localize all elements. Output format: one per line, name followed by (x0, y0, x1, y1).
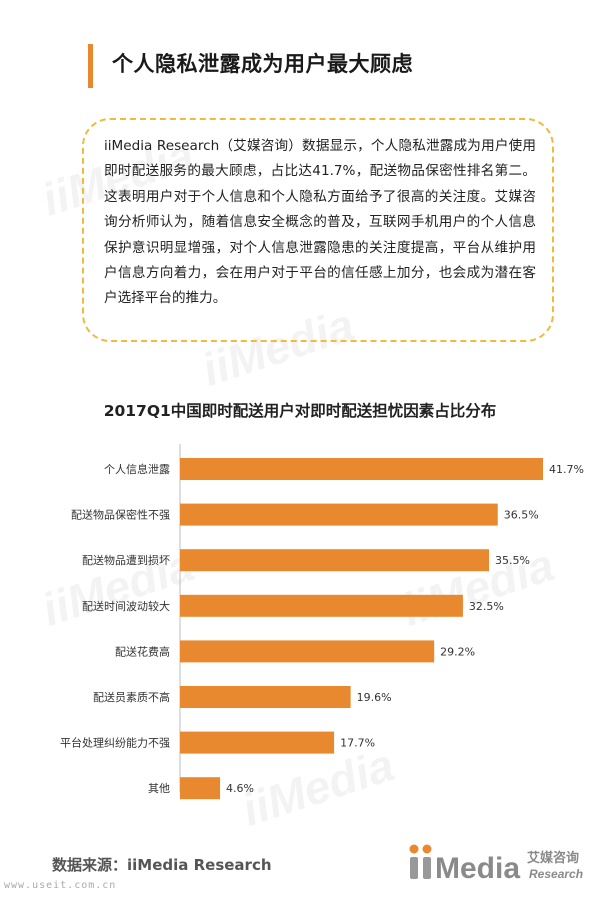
logo-dots-icon (409, 844, 432, 879)
bar (180, 777, 221, 800)
site-url: www.useit.com.cn (4, 880, 117, 891)
value-label: 35.5% (495, 554, 530, 567)
bar (180, 594, 463, 617)
bar (180, 640, 435, 663)
bar (180, 458, 543, 480)
logo-brand-tail: Media (435, 852, 520, 885)
value-label: 29.2% (440, 645, 475, 658)
bar (180, 503, 498, 526)
page-heading: 个人隐私泄露成为用户最大顾虑 (112, 52, 413, 76)
chart-title: 2017Q1中国即时配送用户对即时配送担忧因素占比分布 (103, 402, 497, 420)
category-label: 平台处理纠纷能力不强 (60, 736, 170, 750)
category-label: 配送物品保密性不强 (71, 508, 170, 522)
value-label: 36.5% (504, 509, 539, 522)
value-label: 17.7% (340, 737, 375, 750)
bar (180, 549, 490, 572)
logo-en: Research (529, 867, 583, 881)
value-label: 41.7% (549, 463, 584, 476)
callout-box (82, 118, 554, 342)
bar (180, 686, 351, 708)
category-label: 配送时间波动较大 (82, 599, 170, 613)
category-label: 配送花费高 (115, 644, 170, 658)
logo-cn: 艾媒咨询 (527, 850, 579, 866)
value-label: 4.6% (226, 782, 254, 795)
heading-accent-bar (88, 44, 93, 88)
category-label: 个人信息泄露 (104, 462, 170, 476)
category-label: 其他 (148, 782, 170, 795)
imedia-logo: iiMedia Media 艾媒咨询 Research (409, 844, 583, 885)
category-label: 配送员素质不高 (93, 690, 170, 704)
value-label: 32.5% (469, 600, 504, 613)
bar (180, 731, 335, 754)
callout-text: iiMedia Research（艾媒咨询）数据显示，个人隐私泄露成为用户使用即… (104, 138, 536, 307)
data-source: 数据来源：iiMedia Research (52, 856, 272, 874)
category-label: 配送物品遭到损坏 (82, 553, 170, 567)
value-label: 19.6% (357, 691, 392, 704)
bar-chart: 个人信息泄露 41.7% 配送物品保密性不强 36.5% 配送物品遭到损坏 35.5% 配送… (60, 444, 584, 800)
